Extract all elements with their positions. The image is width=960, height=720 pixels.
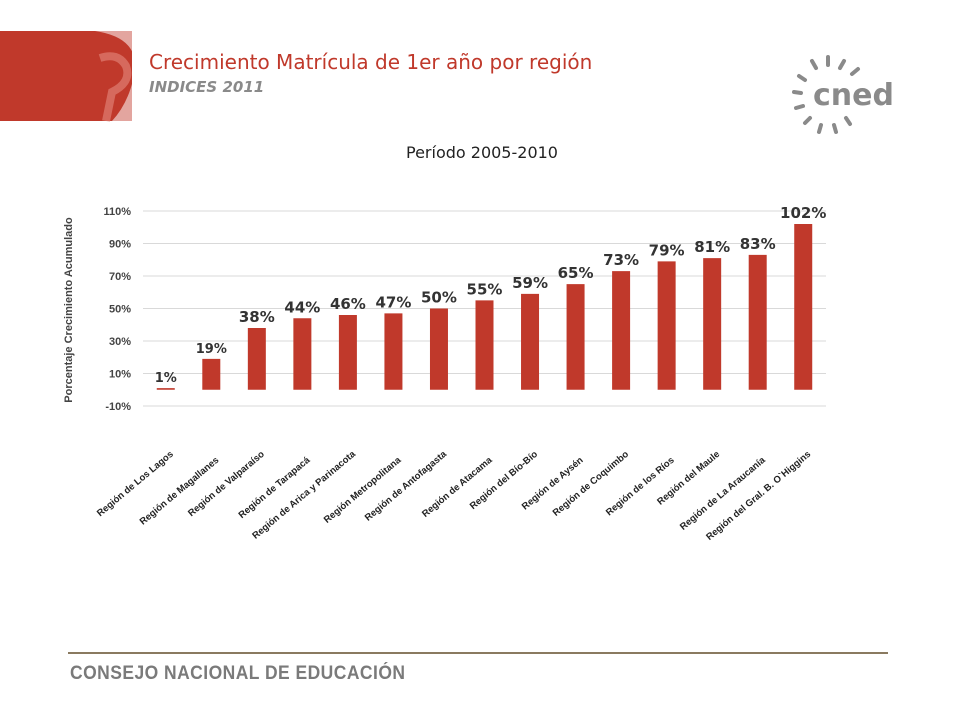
bar xyxy=(384,313,403,390)
y-axis-ticks: -10% 10% 30% 50% 70% 90% 110% xyxy=(103,206,131,413)
data-label: 102% xyxy=(780,204,826,222)
sunburst-icon xyxy=(792,55,860,134)
y-tick-label: -10% xyxy=(105,401,131,413)
data-label: 55% xyxy=(467,280,503,298)
bar xyxy=(794,224,813,390)
data-label: 65% xyxy=(558,264,594,282)
page-subtitle: INDICES 2011 xyxy=(149,78,265,96)
bar xyxy=(748,254,767,390)
data-label: 19% xyxy=(196,342,227,357)
data-label: 50% xyxy=(421,289,457,307)
bar xyxy=(247,328,266,390)
bar xyxy=(429,308,448,390)
data-label: 1% xyxy=(155,371,177,386)
y-tick-label: 70% xyxy=(109,271,131,283)
footer-text: CONSEJO NACIONAL DE EDUCACIÓN xyxy=(70,663,406,684)
bar xyxy=(612,271,631,390)
footer-divider xyxy=(68,652,888,654)
bar-chart: Período 2005-2010 Porcentaje Crecimiento… xyxy=(63,143,827,543)
page-title: Crecimiento Matrícula de 1er año por reg… xyxy=(149,50,593,74)
data-label: 46% xyxy=(330,295,366,313)
bar xyxy=(657,261,676,390)
bar xyxy=(156,388,175,390)
logo-text: cned xyxy=(813,78,894,113)
bar xyxy=(293,318,312,390)
bars xyxy=(156,224,813,390)
cned-logo: cned xyxy=(792,55,894,134)
data-label: 44% xyxy=(284,298,320,316)
y-tick-label: 90% xyxy=(109,239,131,251)
bar xyxy=(202,358,221,390)
y-tick-label: 50% xyxy=(109,304,131,316)
y-tick-label: 110% xyxy=(103,206,131,218)
header-decoration xyxy=(0,31,150,122)
y-tick-label: 10% xyxy=(109,369,131,381)
data-label: 38% xyxy=(239,308,275,326)
data-label: 47% xyxy=(375,293,411,311)
bar xyxy=(521,293,540,390)
data-label: 59% xyxy=(512,274,548,292)
chart-title: Período 2005-2010 xyxy=(406,143,558,162)
data-labels: 1% 19% 38% 44% 46% 47% 50% 55% 59% 65% 73% 79% 81% 83… xyxy=(155,204,827,386)
bar xyxy=(703,258,722,390)
data-label: 79% xyxy=(649,241,685,259)
data-label: 83% xyxy=(740,235,776,253)
data-label: 81% xyxy=(694,238,730,256)
data-label: 73% xyxy=(603,251,639,269)
y-axis-label: Porcentaje Crecimiento Acumulado xyxy=(63,217,75,403)
bar xyxy=(475,300,494,390)
bar xyxy=(338,315,357,390)
y-tick-label: 30% xyxy=(109,336,131,348)
bar xyxy=(566,284,585,390)
